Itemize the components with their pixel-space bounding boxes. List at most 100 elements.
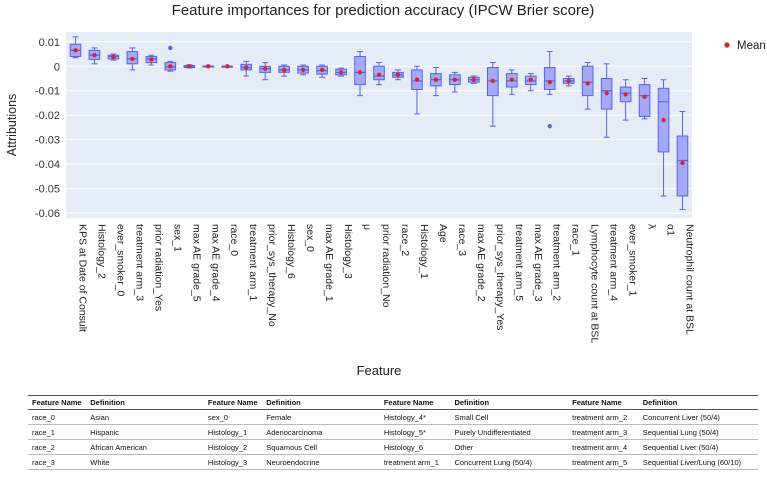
mean-point: [680, 160, 685, 166]
x-tick-label: treatment arm_2: [551, 224, 563, 301]
x-tick-label: Lymphocyte count at BSL: [589, 224, 601, 343]
mean-point: [262, 66, 268, 71]
table-cell: Asian: [86, 409, 204, 425]
x-tick-label: sex_1: [171, 224, 183, 252]
y-tick-label: -0.01: [35, 86, 60, 98]
x-tick-label: Histology_2: [95, 224, 107, 279]
x-tick-label: λ: [646, 224, 658, 230]
x-tick-label: ever_smoker_0: [114, 224, 126, 297]
table-cell: Female: [262, 409, 380, 425]
table-cell: Sequential Lung (50/4): [638, 424, 758, 440]
table-cell: African American: [86, 439, 204, 455]
x-tick-label: race_0: [228, 224, 240, 256]
table-cell: race_2: [28, 439, 87, 455]
table-row: race_2 African American Histology_2 Squa…: [28, 439, 758, 455]
box: [676, 135, 689, 197]
x-tick-label: KPS at Date of Consult: [76, 224, 88, 332]
mean-point: [433, 77, 439, 82]
mean-point: [509, 77, 514, 82]
table-row: race_3 White Histology_3 Neuroendocrine …: [28, 454, 758, 470]
table-cell: Histology_5*: [379, 424, 451, 440]
mean-point: [395, 72, 401, 78]
header-feature-name-3: Feature Name: [379, 395, 451, 410]
feature-importance-chart: 0.01 0 -0.01 -0.02 -0.03 -0.04 -0.05 -0.06 KPS a…: [5, 2, 766, 378]
header-definition-3: Definition: [450, 395, 569, 410]
mean-point: [490, 78, 496, 84]
mean-point: [244, 65, 249, 70]
table-row: race_1 Hispanic Histology_1 Adenocarcino…: [28, 424, 758, 440]
table-cell: treatment arm_5: [568, 454, 639, 470]
mean-point: [566, 78, 571, 84]
mean-point: [168, 64, 173, 69]
x-tick-label: prior_sys_therapy_Yes: [494, 224, 506, 330]
mean-point: [376, 72, 382, 78]
table-cell: Small Cell: [450, 409, 569, 425]
y-tick-label: -0.05: [35, 184, 60, 196]
mean-point: [92, 53, 97, 58]
x-tick-label: sex_0: [304, 224, 316, 252]
x-tick-label: max AE grade_1: [323, 224, 335, 302]
header-feature-name-4: Feature Name: [568, 395, 639, 410]
mean-point: [585, 81, 590, 86]
table-cell: Neuroendocrine: [262, 454, 380, 470]
mean-point: [623, 92, 628, 97]
header-feature-name-1: Feature Name: [28, 395, 87, 410]
box: [638, 84, 651, 117]
table-cell: treatment arm_4: [568, 439, 639, 455]
table-cell: Other: [450, 439, 569, 455]
y-tick-label: 0.01: [39, 37, 60, 49]
y-tick-label: 0: [54, 61, 60, 73]
table-cell: treatment arm_1: [379, 454, 451, 470]
x-tick-label: prior radiation_No: [380, 224, 392, 308]
mean-point: [73, 48, 78, 53]
table-header-row: Feature Name Definition Feature Name Def…: [28, 395, 758, 410]
table-cell: race_3: [28, 454, 87, 470]
table-cell: Histology_6: [379, 439, 451, 455]
feature-definition-table-container: Feature Name Definition Feature Name Def…: [28, 395, 758, 470]
table-cell: Purely Undifferentiated: [450, 424, 569, 440]
x-tick-label: treatment arm_4: [608, 224, 620, 301]
table-cell: Adenocarcinoma: [262, 424, 380, 440]
table-cell: race_1: [28, 424, 87, 440]
mean-point: [642, 94, 647, 100]
table-row: race_0 Asian sex_0 Female Histology_4* S…: [28, 409, 758, 425]
x-tick-label: Histology_1: [418, 224, 430, 279]
table-cell: Histology_3: [203, 454, 263, 470]
mean-point: [471, 77, 477, 82]
x-tick-label: μ: [361, 224, 373, 230]
x-tick-label: treatment arm_5: [513, 224, 525, 301]
x-tick-label: Histology_6: [285, 224, 297, 279]
legend-mean-label: Mean: [737, 40, 766, 52]
x-tick-label: α1: [665, 224, 677, 236]
x-tick-label: race_3: [456, 224, 468, 256]
x-tick-label: prior radiation_Yes: [152, 224, 164, 311]
table-cell: sex_0: [203, 409, 263, 425]
table-cell: Histology_2: [203, 439, 263, 455]
table-cell: Squamous Cell: [262, 439, 380, 455]
x-tick-label: treatment arm_3: [133, 224, 145, 301]
x-tick-label: Age: [437, 224, 449, 243]
box: [543, 66, 556, 91]
x-tick-label: ever_smoker_1: [627, 224, 639, 297]
header-feature-name-2: Feature Name: [203, 395, 263, 410]
outlier-point: [547, 124, 552, 129]
mean-point: [225, 64, 230, 69]
mean-point: [130, 56, 135, 62]
x-tick-label: treatment arm_1: [247, 224, 259, 301]
legend-mean-marker: [724, 42, 730, 48]
mean-point: [187, 64, 192, 69]
x-tick-label: prior_sys_therapy_No: [266, 224, 278, 327]
table-cell: Histology_4*: [379, 409, 451, 425]
table-cell: Sequential Liver (50/4): [638, 439, 758, 455]
mean-point: [319, 67, 325, 73]
y-tick-label: -0.04: [35, 159, 60, 171]
table-cell: White: [86, 454, 204, 470]
mean-point: [357, 70, 363, 75]
mean-point: [528, 77, 533, 82]
mean-point: [547, 79, 552, 85]
table-cell: Histology_1: [203, 424, 263, 440]
mean-point: [414, 77, 420, 82]
table-cell: treatment arm_2: [568, 409, 639, 425]
header-definition-4: Definition: [638, 395, 758, 410]
y-tick-label: -0.02: [35, 110, 60, 122]
